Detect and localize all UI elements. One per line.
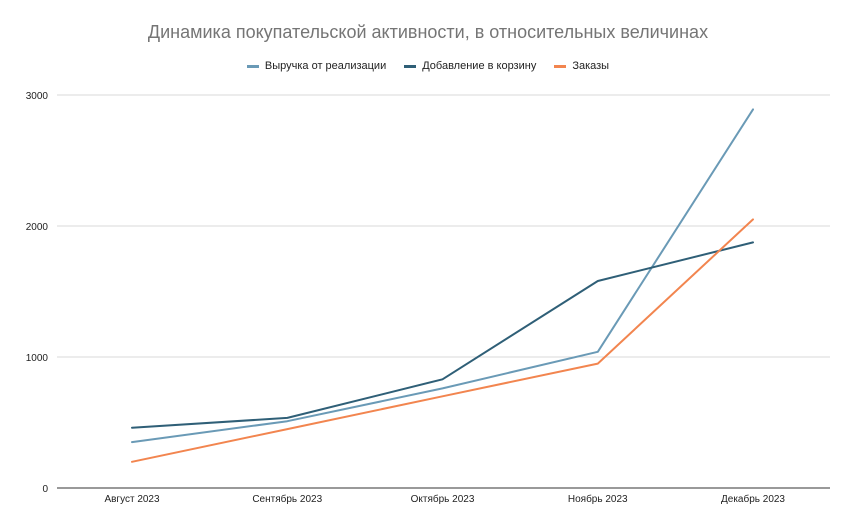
legend-swatch-cart [404,64,417,68]
series-line-0 [131,108,754,444]
x-tick-label: Август 2023 [104,494,160,505]
y-tick-label: 3000 [26,91,49,102]
x-tick-label: Декабрь 2023 [721,493,785,505]
chart-title: Динамика покупательской активности, в от… [147,22,709,42]
legend-label-cart: Добавление в корзину [422,60,537,72]
series-line-2 [131,218,754,463]
series-line-1 [131,241,754,429]
legend-item-orders[interactable]: Заказы [554,60,609,72]
y-tick-label: 2000 [26,222,49,233]
legend-swatch-orders [554,64,567,68]
legend: Выручка от реализации Добавление в корзи… [0,60,856,72]
y-tick-label: 1000 [26,353,49,364]
y-tick-label: 0 [42,484,48,495]
x-tick-label: Сентябрь 2023 [252,493,322,505]
x-tick-label: Ноябрь 2023 [568,493,628,505]
legend-label-orders: Заказы [572,60,610,72]
legend-swatch-revenue [246,64,259,68]
x-tick-label: Октябрь 2023 [411,493,475,505]
legend-label-revenue: Выручка от реализации [264,60,387,72]
legend-item-revenue[interactable]: Выручка от реализации [246,60,387,72]
legend-item-cart[interactable]: Добавление в корзину [404,60,536,72]
